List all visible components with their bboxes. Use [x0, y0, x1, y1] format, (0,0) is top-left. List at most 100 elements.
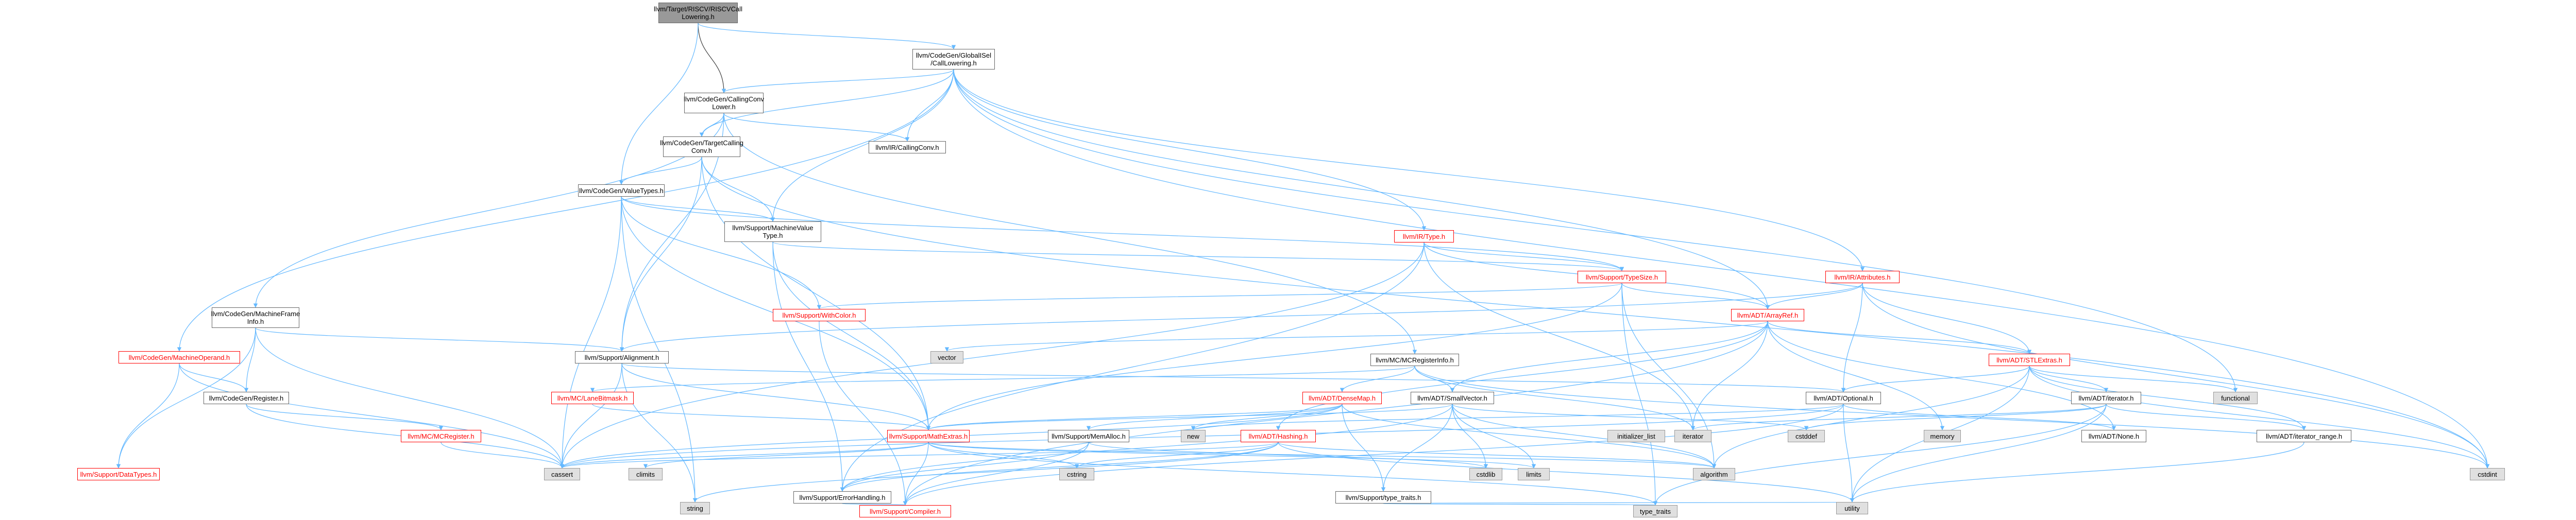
edge-lane-bitmask-to-math-extras	[592, 404, 931, 430]
edge-dense-map-to-algorithm	[1342, 404, 1717, 469]
node-machine-operand[interactable]: llvm/CodeGen/MachineOperand.h	[118, 351, 240, 363]
edge-adt-hashing-to-cassert	[560, 442, 1279, 469]
node-calling-conv-lower[interactable]: llvm/CodeGen/CallingConv Lower.h	[684, 93, 764, 113]
edge-ir-attributes-to-support-alignment	[620, 283, 1863, 352]
node-type-traits-std[interactable]: type_traits	[1633, 505, 1677, 517]
edge-value-types-to-with-color	[621, 196, 822, 309]
edge-dense-map-to-math-extras	[926, 404, 1343, 430]
node-ir-type[interactable]: llvm/IR/Type.h	[1394, 230, 1454, 242]
node-dense-map[interactable]: llvm/ADT/DenseMap.h	[1302, 392, 1382, 404]
edge-calling-conv-lower-to-machine-frame-info	[253, 113, 724, 308]
edge-target-calling-conv-to-support-alignment	[619, 157, 702, 352]
edge-array-ref-to-small-vector	[1450, 321, 1768, 392]
node-adt-hashing[interactable]: llvm/ADT/Hashing.h	[1241, 430, 1316, 442]
node-globalisel-call-lowering[interactable]: llvm/CodeGen/GlobalISel /CallLowering.h	[912, 49, 995, 70]
node-initializer-list[interactable]: initializer_list	[1607, 430, 1665, 442]
edge-machine-operand-to-codegen-register	[179, 363, 249, 392]
node-support-alignment[interactable]: llvm/Support/Alignment.h	[575, 351, 669, 363]
node-cstddef[interactable]: cstddef	[1788, 430, 1825, 442]
node-utility[interactable]: utility	[1836, 502, 1868, 514]
edge-adt-hashing-to-string	[692, 442, 1279, 502]
edge-dense-map-to-mem-alloc	[1086, 404, 1343, 430]
edge-support-alignment-to-cassert	[560, 363, 622, 469]
edge-support-alignment-to-adt-optional	[621, 363, 1845, 392]
edge-machine-operand-to-cassert	[179, 363, 565, 469]
edge-stl-extras-to-functional	[2029, 366, 2238, 392]
edge-value-types-to-string	[621, 196, 698, 502]
edge-mc-register-to-cassert	[440, 442, 565, 469]
node-stl-extras[interactable]: llvm/ADT/STLExtras.h	[1989, 354, 2070, 366]
edge-adt-optional-to-adt-none	[1843, 404, 2116, 430]
node-type-size[interactable]: llvm/Support/TypeSize.h	[1578, 271, 1666, 283]
edge-mc-register-info-to-lane-bitmask	[590, 366, 1415, 392]
node-array-ref[interactable]: llvm/ADT/ArrayRef.h	[1731, 309, 1804, 321]
node-lane-bitmask[interactable]: llvm/MC/LaneBitmask.h	[551, 392, 634, 404]
edge-math-extras-to-cstring	[928, 442, 1079, 469]
edge-globalisel-call-lowering-to-machine-value-type	[770, 69, 954, 222]
edge-array-ref-to-adt-none	[1767, 321, 2116, 430]
node-ir-calling-conv[interactable]: llvm/IR/CallingConv.h	[869, 141, 946, 153]
edge-adt-iterator-to-iterator-std	[1691, 404, 2107, 430]
edge-machine-frame-info-to-cassert	[255, 327, 565, 469]
edge-mc-register-info-to-iterator-std	[1414, 366, 1696, 430]
edge-support-type-traits-to-type-traits-std	[1383, 500, 1656, 506]
node-algorithm[interactable]: algorithm	[1693, 468, 1735, 480]
edge-ir-attributes-to-stl-extras	[1862, 283, 2032, 354]
edge-mem-alloc-to-error-handling	[840, 442, 1089, 492]
node-riscv-call-lowering[interactable]: llvm/Target/RISCV/RISCVCall Lowering.h	[654, 3, 742, 23]
node-small-vector[interactable]: llvm/ADT/SmallVector.h	[1411, 392, 1494, 404]
node-mc-register-info[interactable]: llvm/MC/MCRegisterInfo.h	[1370, 354, 1459, 366]
edge-ir-type-to-iterator-std	[1423, 242, 1696, 430]
edge-ir-type-to-type-size	[1423, 242, 1624, 271]
node-error-handling[interactable]: llvm/Support/ErrorHandling.h	[793, 491, 891, 504]
node-ir-attributes[interactable]: llvm/IR/Attributes.h	[1825, 271, 1900, 283]
node-adt-iterator[interactable]: llvm/ADT/iterator.h	[2071, 392, 2141, 404]
node-limits[interactable]: limits	[1518, 468, 1550, 480]
edge-adt-iterator-to-cstddef	[1804, 404, 2107, 430]
node-vector[interactable]: vector	[930, 351, 963, 363]
node-climits[interactable]: climits	[629, 468, 663, 480]
node-functional[interactable]: functional	[2213, 392, 2258, 404]
node-cstdlib[interactable]: cstdlib	[1469, 468, 1502, 480]
edge-adt-optional-to-utility	[1843, 404, 1855, 502]
node-cassert[interactable]: cassert	[544, 468, 580, 480]
edge-stl-extras-to-algorithm	[1711, 366, 2030, 469]
node-iterator-range[interactable]: llvm/ADT/iterator_range.h	[2257, 430, 2351, 442]
edge-globalisel-call-lowering-to-machine-operand	[177, 69, 954, 352]
node-adt-optional[interactable]: llvm/ADT/Optional.h	[1806, 392, 1881, 404]
node-with-color[interactable]: llvm/Support/WithColor.h	[773, 309, 866, 321]
node-value-types[interactable]: llvm/CodeGen/ValueTypes.h	[578, 184, 665, 197]
node-codegen-register[interactable]: llvm/CodeGen/Register.h	[204, 392, 289, 404]
edge-machine-value-type-to-error-handling	[772, 241, 845, 492]
node-mem-alloc[interactable]: llvm/Support/MemAlloc.h	[1048, 430, 1129, 442]
edge-mc-register-info-to-dense-map	[1340, 366, 1415, 392]
node-memory[interactable]: memory	[1924, 430, 1961, 442]
node-target-calling-conv[interactable]: llvm/CodeGen/TargetCalling Conv.h	[660, 136, 743, 157]
node-support-type-traits[interactable]: llvm/Support/type_traits.h	[1335, 491, 1431, 504]
edge-adt-optional-to-new	[1191, 404, 1844, 430]
edge-array-ref-to-stl-extras	[1767, 321, 2032, 354]
node-iterator-std[interactable]: iterator	[1674, 430, 1711, 442]
edge-small-vector-to-algorithm	[1452, 404, 1717, 469]
edge-stl-extras-to-iterator-range	[2029, 366, 2307, 430]
node-string[interactable]: string	[680, 502, 710, 514]
edge-adt-hashing-to-error-handling	[840, 442, 1279, 492]
node-cstdint[interactable]: cstdint	[2470, 468, 2505, 480]
edge-machine-frame-info-to-data-types	[116, 327, 256, 469]
edge-riscv-call-lowering-to-globalisel-call-lowering	[698, 23, 956, 49]
edge-ir-type-to-cassert	[560, 242, 1425, 469]
node-cstring[interactable]: cstring	[1059, 468, 1094, 480]
edge-adt-hashing-to-utility	[1278, 442, 1855, 502]
node-new[interactable]: new	[1181, 430, 1206, 442]
node-machine-value-type[interactable]: llvm/Support/MachineValue Type.h	[724, 221, 821, 242]
edge-adt-optional-to-support-compiler	[903, 404, 1844, 506]
node-mc-register[interactable]: llvm/MC/MCRegister.h	[401, 430, 481, 442]
node-machine-frame-info[interactable]: llvm/CodeGen/MachineFrame Info.h	[211, 307, 300, 328]
node-data-types[interactable]: llvm/Support/DataTypes.h	[77, 468, 160, 480]
edge-array-ref-to-vector	[945, 321, 1768, 352]
node-adt-none[interactable]: llvm/ADT/None.h	[2081, 430, 2146, 442]
node-support-compiler[interactable]: llvm/Support/Compiler.h	[859, 505, 951, 517]
node-math-extras[interactable]: llvm/Support/MathExtras.h	[887, 430, 970, 442]
edge-machine-frame-info-to-codegen-register	[244, 327, 256, 392]
